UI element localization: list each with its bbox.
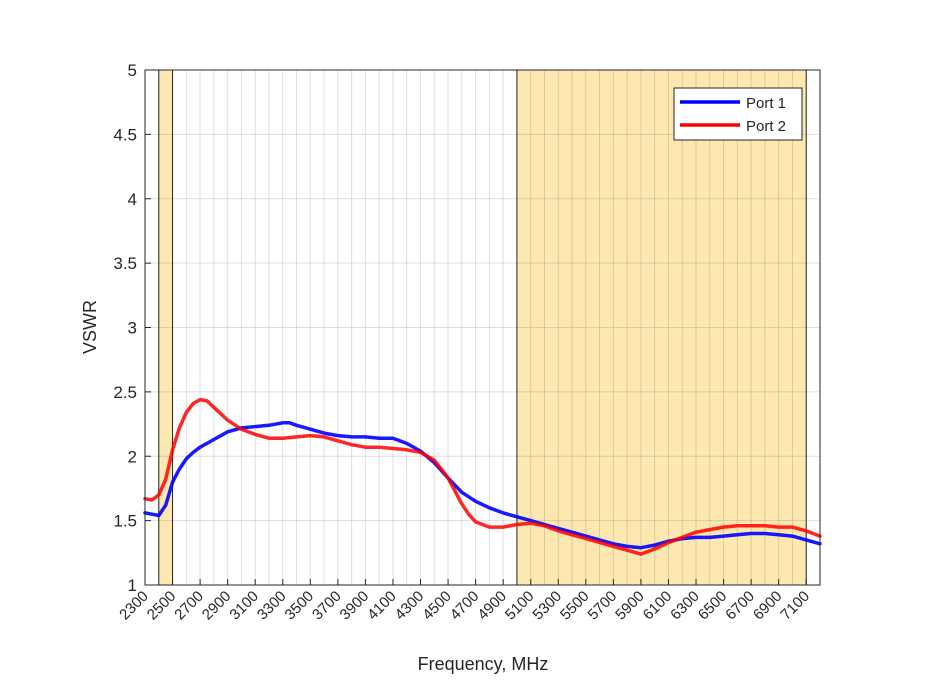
x-axis-label: Frequency, MHz bbox=[418, 654, 549, 674]
y-tick-label: 2.5 bbox=[113, 383, 137, 402]
y-tick-label: 1.5 bbox=[113, 512, 137, 531]
series-line-port-2 bbox=[143, 397, 822, 556]
y-tick-label: 2 bbox=[128, 447, 137, 466]
y-tick-label: 1 bbox=[128, 576, 137, 595]
y-tick-label: 5 bbox=[128, 61, 137, 80]
y-tick-label: 3.5 bbox=[113, 254, 137, 273]
legend-label-port-1: Port 1 bbox=[746, 95, 786, 112]
y-axis-label: VSWR bbox=[80, 300, 100, 354]
shaded-bands bbox=[158, 69, 807, 586]
y-tick-label: 4 bbox=[128, 190, 137, 209]
y-tick-label: 4.5 bbox=[113, 125, 137, 144]
y-tick-label: 3 bbox=[128, 319, 137, 338]
legend-label-port-2: Port 2 bbox=[746, 118, 786, 135]
legend-box bbox=[673, 87, 803, 141]
y-axis-ticks: 1 1.5 2 2.5 3 3.5 4 4.5 5 bbox=[113, 61, 151, 595]
legend: Port 1 Port 2 bbox=[673, 87, 803, 141]
shaded-band-2 bbox=[516, 69, 807, 586]
series-lines bbox=[143, 397, 822, 556]
